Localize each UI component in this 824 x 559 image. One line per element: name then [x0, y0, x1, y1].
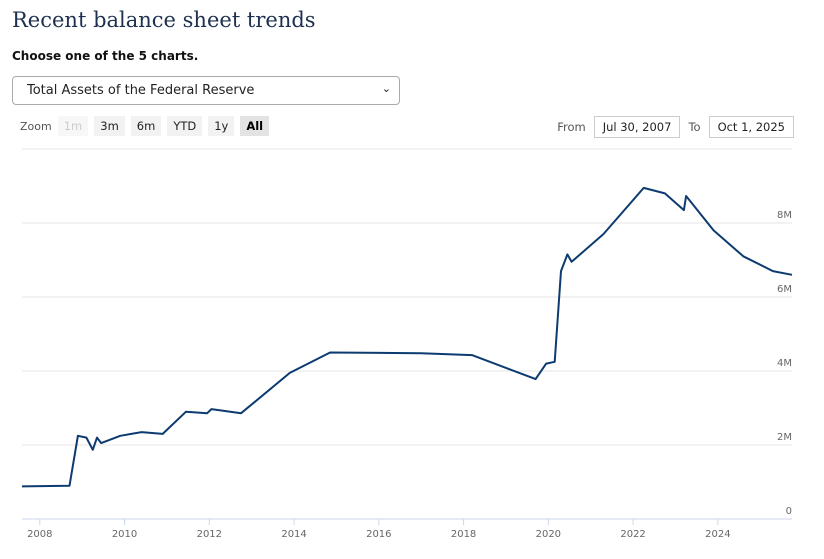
series-line [21, 186, 793, 488]
chart-select[interactable]: Total Assets of the Federal Reserve ⌄ [12, 76, 400, 105]
y-tick-label: 2M [777, 432, 792, 443]
y-tick-label: 6M [777, 284, 792, 295]
to-label: To [688, 120, 701, 134]
chart-select-value: Total Assets of the Federal Reserve [27, 83, 255, 98]
x-tick-label: 2008 [27, 529, 52, 540]
x-tick-label: 2020 [536, 529, 561, 540]
chart-chooser-label: Choose one of the 5 charts. [12, 49, 199, 63]
x-tick-label: 2016 [366, 529, 391, 540]
zoom-1m-button[interactable]: 1m [57, 116, 89, 136]
chevron-down-icon: ⌄ [381, 82, 391, 95]
from-date-input[interactable]: Jul 30, 2007 [593, 116, 681, 138]
y-tick-label: 4M [777, 358, 792, 369]
zoom-3m-button[interactable]: 3m [94, 116, 125, 136]
x-tick-label: 2014 [281, 529, 306, 540]
zoom-label: Zoom [20, 119, 52, 133]
x-tick-label: 2024 [705, 529, 730, 540]
x-tick-label: 2022 [620, 529, 645, 540]
zoom-controls: Zoom 1m 3m 6m YTD 1y All [20, 116, 270, 136]
x-tick-label: 2018 [451, 529, 476, 540]
page-title: Recent balance sheet trends [12, 8, 316, 32]
zoom-6m-button[interactable]: 6m [130, 116, 162, 136]
to-date-input[interactable]: Oct 1, 2025 [708, 116, 794, 138]
zoom-all-button[interactable]: All [240, 116, 270, 136]
x-tick-label: 2010 [112, 529, 137, 540]
x-tick-label: 2012 [197, 529, 222, 540]
y-tick-label: 0 [786, 506, 792, 517]
zoom-1y-button[interactable]: 1y [208, 116, 235, 136]
from-label: From [557, 120, 586, 134]
date-range: From Jul 30, 2007 To Oct 1, 2025 [557, 116, 794, 138]
y-tick-label: 8M [777, 210, 792, 221]
zoom-ytd-button[interactable]: YTD [167, 116, 203, 136]
